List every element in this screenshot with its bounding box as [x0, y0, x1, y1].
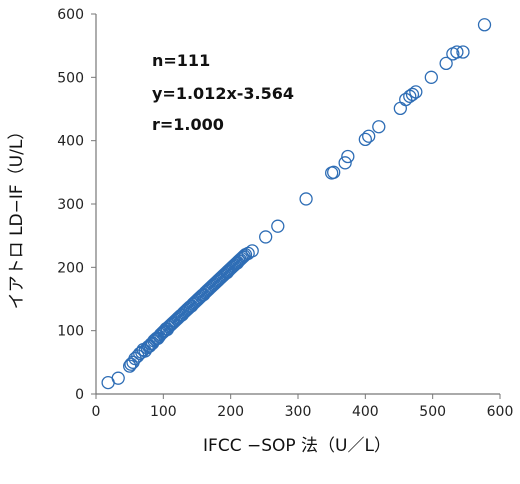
data-point	[241, 246, 255, 261]
data-point	[372, 120, 386, 134]
y-tick-label: 400	[57, 134, 84, 150]
x-tick-label: 500	[419, 404, 446, 420]
x-tick-label: 600	[487, 404, 514, 420]
data-point	[399, 92, 413, 107]
data-point	[450, 45, 464, 59]
data-point	[259, 230, 273, 244]
annotation-r: r=1.000	[152, 115, 224, 134]
ticks: 0 100 200 300 400 500 600 0 100 200 300 400 500 600	[57, 7, 513, 420]
y-axis-title: イアトロ LD−IF（U/L）	[7, 123, 27, 310]
data-point	[424, 70, 438, 84]
y-tick-label: 0	[75, 387, 84, 403]
data-point	[230, 255, 245, 269]
x-tick-label: 200	[217, 404, 244, 420]
data-points	[101, 18, 492, 390]
y-tick-label: 300	[57, 197, 84, 213]
data-point	[341, 149, 355, 164]
data-point	[477, 18, 492, 32]
annotation-equation: y=1.012x-3.564	[152, 84, 294, 103]
x-tick-label: 100	[150, 404, 177, 420]
y-tick-label: 200	[57, 260, 84, 276]
y-tick-label: 600	[57, 7, 84, 23]
annotation-n: n=111	[152, 51, 210, 70]
data-point	[405, 87, 420, 102]
x-axis-title: IFCC −SOP 法（U／L）	[203, 436, 391, 456]
data-point	[271, 219, 285, 233]
data-point	[111, 371, 125, 385]
data-point	[220, 265, 234, 280]
x-tick-label: 300	[285, 404, 312, 420]
data-point	[299, 192, 313, 206]
data-point	[358, 132, 372, 147]
y-tick-label: 100	[57, 324, 84, 340]
data-point	[245, 244, 259, 258]
y-tick-label: 500	[57, 70, 84, 86]
data-point	[439, 56, 453, 71]
data-point	[338, 156, 352, 170]
data-point	[456, 45, 470, 59]
data-point	[234, 251, 249, 266]
data-point	[393, 101, 407, 116]
data-point	[327, 165, 341, 179]
data-point	[409, 85, 423, 99]
data-point	[362, 129, 376, 143]
x-tick-label: 0	[92, 404, 101, 420]
x-tick-label: 400	[352, 404, 379, 420]
